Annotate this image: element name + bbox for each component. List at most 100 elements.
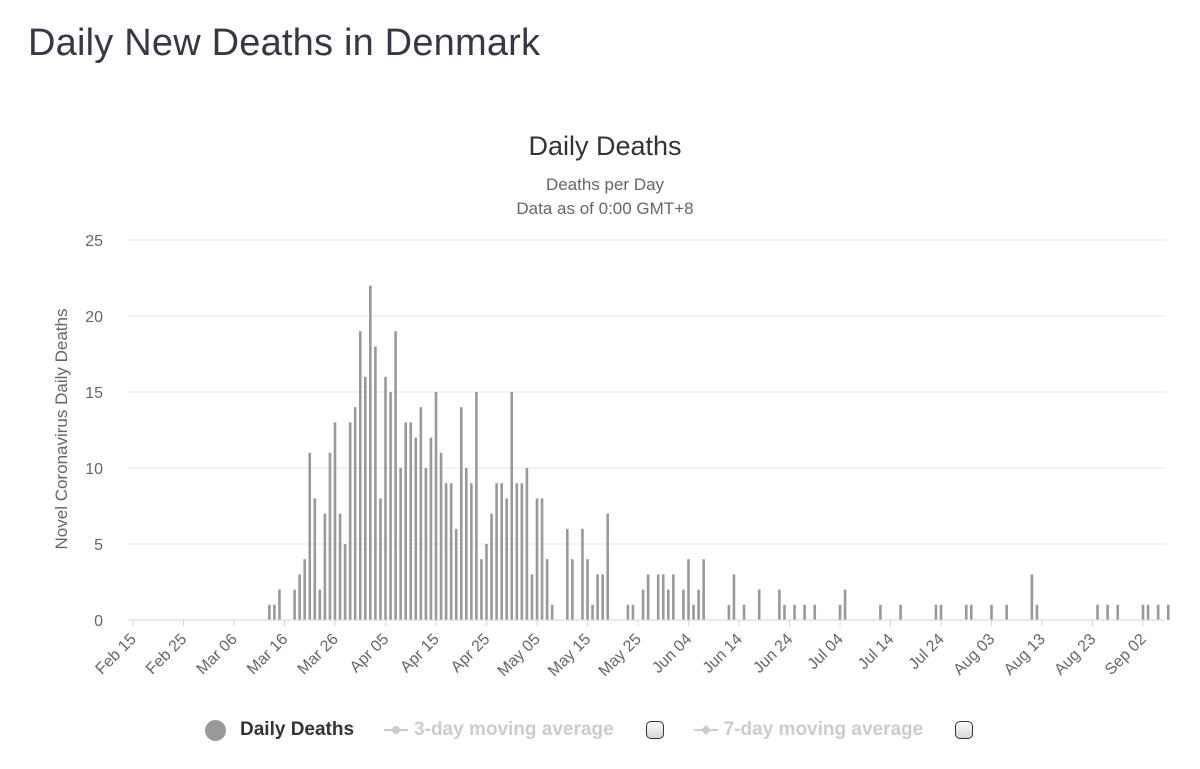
bar[interactable]	[465, 468, 468, 620]
bar[interactable]	[1005, 604, 1008, 620]
bar[interactable]	[990, 604, 993, 620]
bar[interactable]	[1030, 574, 1034, 620]
bar[interactable]	[667, 589, 670, 620]
bar[interactable]	[682, 589, 685, 620]
bar[interactable]	[535, 498, 539, 620]
bar[interactable]	[641, 589, 645, 620]
bar[interactable]	[273, 604, 276, 620]
bar[interactable]	[404, 422, 407, 620]
bar[interactable]	[813, 604, 817, 620]
bar[interactable]	[566, 528, 569, 620]
bar[interactable]	[384, 376, 387, 620]
bar[interactable]	[899, 604, 902, 620]
bar[interactable]	[601, 574, 604, 620]
bar[interactable]	[692, 604, 695, 620]
bar[interactable]	[485, 544, 488, 620]
bar[interactable]	[454, 528, 458, 620]
legend-checkbox-3-day-average[interactable]	[645, 721, 664, 739]
bar[interactable]	[520, 483, 524, 620]
bar[interactable]	[278, 589, 281, 620]
bar[interactable]	[333, 422, 337, 620]
bar[interactable]	[323, 513, 327, 620]
bar[interactable]	[313, 498, 317, 620]
bar[interactable]	[879, 604, 882, 620]
bar[interactable]	[414, 437, 418, 620]
bar[interactable]	[459, 407, 463, 620]
bar[interactable]	[480, 559, 483, 620]
bar[interactable]	[934, 604, 938, 620]
bar[interactable]	[742, 604, 746, 620]
bar[interactable]	[843, 589, 847, 620]
bar[interactable]	[672, 574, 675, 620]
legend-checkbox-7-day-average[interactable]	[955, 721, 974, 739]
legend-item-7-day-average[interactable]: 7-day moving average	[693, 719, 923, 741]
bar[interactable]	[581, 528, 584, 620]
bar[interactable]	[394, 331, 397, 620]
bar[interactable]	[298, 574, 301, 620]
bar[interactable]	[970, 604, 973, 620]
bar[interactable]	[571, 559, 574, 620]
bar[interactable]	[591, 604, 594, 620]
bar[interactable]	[702, 559, 705, 620]
bar[interactable]	[803, 604, 806, 620]
bar[interactable]	[631, 604, 635, 620]
bar[interactable]	[409, 422, 413, 620]
bar[interactable]	[525, 468, 529, 620]
bar[interactable]	[838, 604, 842, 620]
bar[interactable]	[727, 604, 731, 620]
bar[interactable]	[545, 559, 549, 620]
bar[interactable]	[510, 392, 514, 620]
bar[interactable]	[1116, 604, 1120, 620]
bar[interactable]	[1035, 604, 1039, 620]
bar[interactable]	[424, 468, 428, 620]
legend-item-3-day-average[interactable]: 3-day moving average	[384, 719, 614, 741]
bar[interactable]	[596, 574, 599, 620]
bar[interactable]	[475, 392, 478, 620]
bar[interactable]	[697, 589, 700, 620]
bar[interactable]	[586, 559, 589, 620]
bar[interactable]	[515, 483, 519, 620]
bar[interactable]	[348, 422, 352, 620]
bar[interactable]	[318, 589, 322, 620]
bar[interactable]	[353, 407, 357, 620]
bar[interactable]	[656, 574, 660, 620]
bar[interactable]	[939, 604, 943, 620]
bar[interactable]	[419, 407, 423, 620]
bar[interactable]	[389, 392, 392, 620]
bar[interactable]	[626, 604, 630, 620]
bar[interactable]	[1146, 604, 1150, 620]
bar[interactable]	[268, 604, 271, 620]
bar[interactable]	[1141, 604, 1145, 620]
bar[interactable]	[308, 452, 312, 620]
bar[interactable]	[646, 574, 650, 620]
bar[interactable]	[1106, 604, 1109, 620]
bar[interactable]	[434, 392, 438, 620]
bar[interactable]	[343, 544, 347, 620]
bar[interactable]	[1096, 604, 1099, 620]
bar[interactable]	[358, 331, 362, 620]
bar[interactable]	[495, 483, 498, 620]
bar[interactable]	[374, 346, 377, 620]
bar[interactable]	[687, 559, 690, 620]
bar[interactable]	[328, 452, 332, 620]
bar[interactable]	[661, 574, 665, 620]
bar[interactable]	[505, 498, 508, 620]
bar[interactable]	[364, 376, 367, 620]
bar[interactable]	[500, 483, 503, 620]
bar[interactable]	[439, 452, 443, 620]
bar[interactable]	[399, 468, 402, 620]
bar[interactable]	[444, 483, 448, 620]
bar[interactable]	[540, 498, 544, 620]
bar[interactable]	[1166, 604, 1170, 620]
bar[interactable]	[470, 483, 473, 620]
bar[interactable]	[550, 604, 554, 620]
bar[interactable]	[303, 559, 306, 620]
legend-item-daily-deaths[interactable]: Daily Deaths	[205, 719, 354, 741]
bar[interactable]	[1156, 604, 1160, 620]
bar[interactable]	[379, 498, 382, 620]
bar[interactable]	[783, 604, 786, 620]
bar[interactable]	[449, 483, 453, 620]
bar[interactable]	[293, 589, 296, 620]
bar[interactable]	[757, 589, 761, 620]
bar[interactable]	[429, 437, 433, 620]
